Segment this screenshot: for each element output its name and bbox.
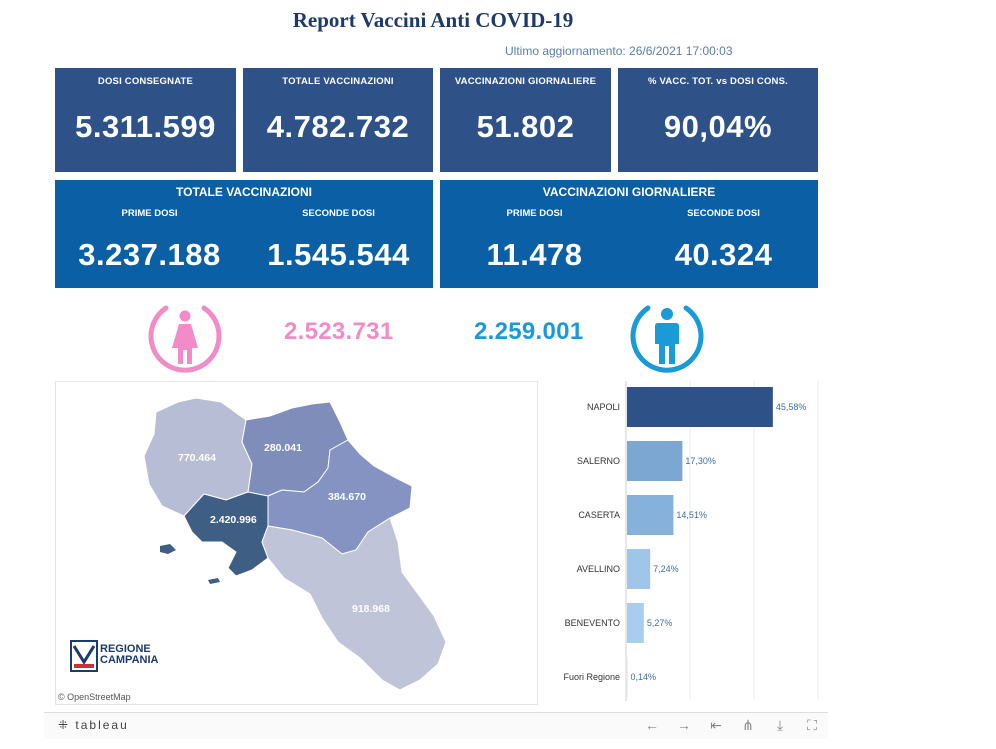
bar-category-label: NAPOLI (587, 402, 620, 412)
bar-category-label: BENEVENTO (565, 618, 620, 628)
kpi-value: 5.311.599 (75, 109, 216, 144)
female-count: 2.523.731 (284, 318, 394, 345)
prime-dosi-label: PRIME DOSI (506, 208, 563, 219)
prime-dosi-value: 3.237.188 (78, 237, 221, 272)
undo-icon[interactable]: ← (645, 717, 659, 733)
bar-benevento[interactable] (627, 603, 644, 643)
seconde-dosi-label: SECONDE DOSI (302, 208, 375, 219)
map-label-avellino: 384.670 (328, 491, 366, 503)
bar-value-label: 0,14% (630, 672, 656, 682)
map-region-salerno[interactable] (261, 517, 447, 691)
map-label-salerno: 918.968 (352, 603, 390, 615)
panel-title: VACCINAZIONI GIORNALIERE (542, 185, 716, 199)
revert-icon[interactable]: ⇤ (710, 717, 722, 733)
seconde-dosi-label: SECONDE DOSI (687, 208, 760, 219)
logo-text: REGIONE CAMPANIA (100, 643, 159, 666)
bar-value-label: 14,51% (676, 510, 707, 520)
regione-campania-logo (70, 640, 98, 672)
kpi-value: 90,04% (663, 109, 773, 144)
map-island-capri (208, 578, 220, 584)
bar-value-label: 5,27% (647, 618, 673, 628)
tableau-logo[interactable]: ⁜ tableau (58, 718, 129, 732)
bar-category-label: SALERNO (577, 456, 620, 466)
bar-category-label: CASERTA (578, 510, 620, 520)
bar-fuori-regione[interactable] (627, 657, 628, 697)
map-label-caserta: 770.464 (178, 452, 216, 464)
bar-salerno[interactable] (627, 441, 683, 481)
bar-value-label: 7,24% (653, 564, 679, 574)
kpi-label: % VACC. TOT. vs DOSI CONS. (648, 76, 788, 87)
kpi-vaccinazioni-giornaliere[interactable]: VACCINAZIONI GIORNALIERE 51.802 (440, 68, 611, 172)
map-region-napoli[interactable] (183, 491, 269, 577)
map-label-napoli: 2.420.996 (210, 514, 257, 526)
male-icon (630, 305, 704, 373)
bar-category-label: Fuori Regione (563, 672, 620, 682)
last-updated: Ultimo aggiornamento: 26/6/2021 17:00:03 (505, 44, 733, 58)
bar-value-label: 45,58% (776, 402, 807, 412)
kpi-label: DOSI CONSEGNATE (97, 76, 194, 87)
kpi-percent-vacc[interactable]: % VACC. TOT. vs DOSI CONS. 90,04% (618, 68, 818, 172)
seconde-dosi-value: 40.324 (674, 237, 773, 272)
kpi-value: 4.782.732 (266, 109, 410, 144)
bar-value-label: 17,30% (685, 456, 716, 466)
kpi-label: VACCINAZIONI GIORNALIERE (454, 76, 597, 87)
download-icon[interactable]: ⤓ (776, 717, 784, 733)
prime-dosi-value: 11.478 (486, 237, 583, 272)
male-count: 2.259.001 (474, 318, 584, 345)
prime-dosi-label: PRIME DOSI (121, 208, 178, 219)
bar-caserta[interactable] (627, 495, 674, 535)
map-label-benevento: 280.041 (264, 442, 302, 454)
redo-icon[interactable]: → (677, 717, 691, 733)
bar-chart-svg: NAPOLI 45,58% SALERNO 17,30% CASERTA 14,51% AV… (563, 381, 819, 701)
panel-totale-vaccinazioni[interactable]: TOTALE VACCINAZIONI PRIME DOSI 3.237.188… (55, 180, 433, 288)
female-icon (148, 305, 222, 373)
kpi-totale-vaccinazioni[interactable]: TOTALE VACCINAZIONI 4.782.732 (243, 68, 433, 172)
fullscreen-icon[interactable]: ⛶ (807, 717, 817, 733)
province-bar-chart[interactable]: NAPOLI 45,58% SALERNO 17,30% CASERTA 14,51% AV… (548, 381, 838, 705)
seconde-dosi-value: 1.545.544 (267, 237, 410, 272)
bar-napoli[interactable] (627, 387, 773, 427)
share-icon[interactable]: ⋔ (742, 717, 754, 733)
kpi-value: 51.802 (476, 109, 575, 144)
panel-vaccinazioni-giornaliere[interactable]: VACCINAZIONI GIORNALIERE PRIME DOSI 11.4… (440, 180, 818, 288)
map-island-ischia (160, 544, 176, 554)
map-svg: 770.464 280.041 384.670 2.420.996 918.96… (143, 397, 447, 691)
kpi-label: TOTALE VACCINAZIONI (282, 76, 394, 87)
campania-map[interactable]: 770.464 280.041 384.670 2.420.996 918.96… (55, 381, 538, 705)
kpi-dosi-consegnate[interactable]: DOSI CONSEGNATE 5.311.599 (55, 68, 236, 172)
tableau-toolbar: ⁜ tableau ← → ⇤ ⋔ ⤓ ⛶ (44, 712, 828, 739)
osm-attribution[interactable]: © OpenStreetMap (58, 692, 131, 702)
panel-title: TOTALE VACCINAZIONI (176, 185, 312, 199)
bar-avellino[interactable] (627, 549, 651, 589)
page-title: Report Vaccini Anti COVID-19 (292, 8, 574, 32)
bar-category-label: AVELLINO (577, 564, 620, 574)
